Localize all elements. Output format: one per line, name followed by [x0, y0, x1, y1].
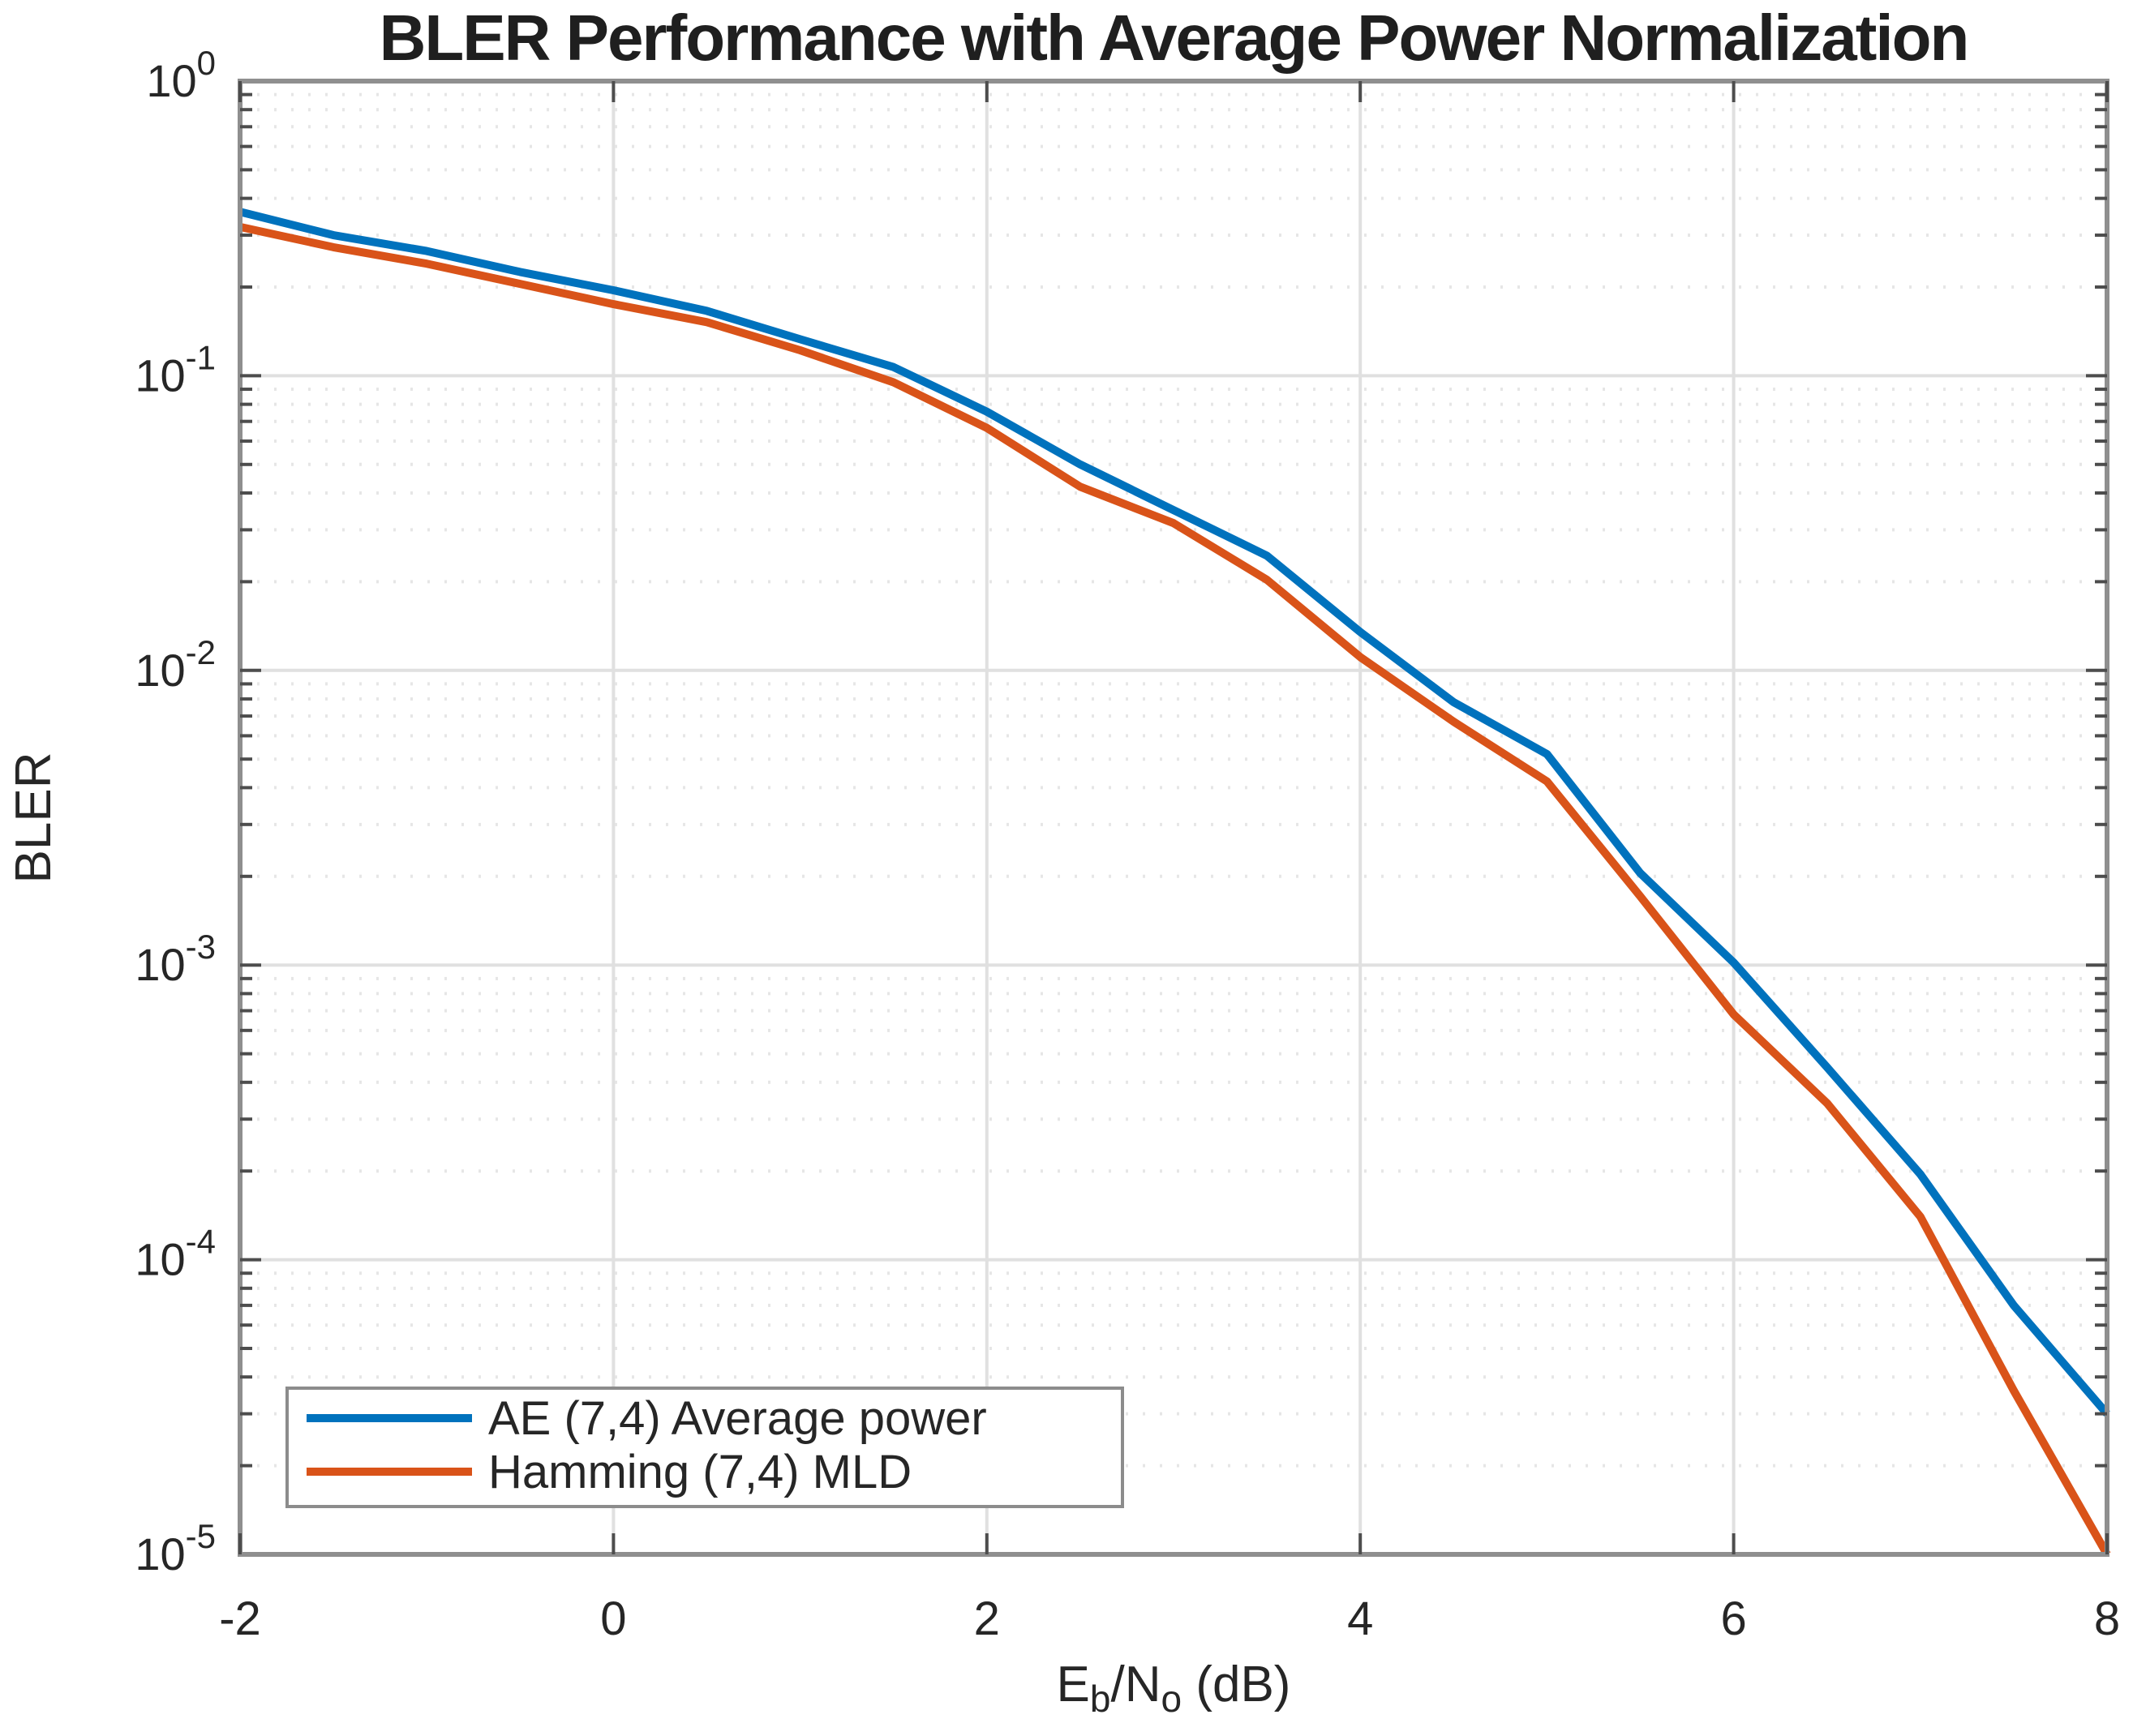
y-tick-base: 10 — [135, 645, 185, 696]
x-axis-label-part: /N — [1111, 1657, 1161, 1712]
y-tick-base: 10 — [135, 1234, 185, 1285]
x-axis-label-subscript: b — [1090, 1678, 1111, 1720]
series-line-1 — [238, 222, 2111, 1557]
x-axis-label-subscript: o — [1161, 1678, 1182, 1720]
y-tick-exponent: -3 — [186, 928, 216, 966]
y-tick-exponent: -5 — [186, 1517, 216, 1555]
y-tick-base: 10 — [135, 1528, 185, 1580]
x-tick-label: 0 — [600, 1592, 626, 1645]
major-gridlines — [240, 81, 2107, 1554]
legend-label-1: Hamming (7,4) MLD — [488, 1446, 912, 1498]
y-tick-label: 10-3 — [135, 928, 216, 990]
y-tick-label: 10-4 — [135, 1223, 216, 1285]
y-tick-base: 10 — [135, 349, 185, 401]
y-axis-label: BLER — [6, 752, 62, 884]
x-tick-labels: -2 0 2 4 6 8 — [219, 1592, 2120, 1645]
axis-ticks — [238, 81, 2109, 1554]
y-tick-exponent: 0 — [197, 44, 216, 82]
y-tick-base: 10 — [146, 55, 196, 106]
x-tick-label: 4 — [1347, 1592, 1373, 1645]
x-axis-label-part: E — [1057, 1657, 1090, 1712]
y-tick-label: 10-5 — [135, 1517, 216, 1580]
x-tick-label: -2 — [219, 1592, 261, 1645]
chart-title: BLER Performance with Average Power Norm… — [380, 2, 1968, 74]
x-axis-label: Eb/No (dB) — [1057, 1657, 1291, 1720]
x-tick-label: 6 — [1720, 1592, 1746, 1645]
y-tick-base: 10 — [135, 939, 185, 990]
series-lines — [238, 208, 2111, 1557]
legend-label-0: AE (7,4) Average power — [488, 1392, 987, 1445]
x-tick-label: 2 — [974, 1592, 1000, 1645]
series-line-0 — [238, 208, 2110, 1417]
y-tick-label: 100 — [146, 44, 216, 106]
y-tick-exponent: -2 — [186, 633, 216, 671]
legend-box — [285, 1387, 1124, 1508]
y-tick-exponent: -4 — [186, 1223, 216, 1261]
y-tick-exponent: -1 — [186, 338, 216, 376]
x-tick-label: 8 — [2094, 1592, 2120, 1645]
y-tick-label: 10-2 — [135, 633, 216, 696]
plot-border — [238, 79, 2109, 1557]
y-tick-label: 10-1 — [135, 338, 216, 401]
x-axis-label-part: (dB) — [1182, 1657, 1290, 1712]
